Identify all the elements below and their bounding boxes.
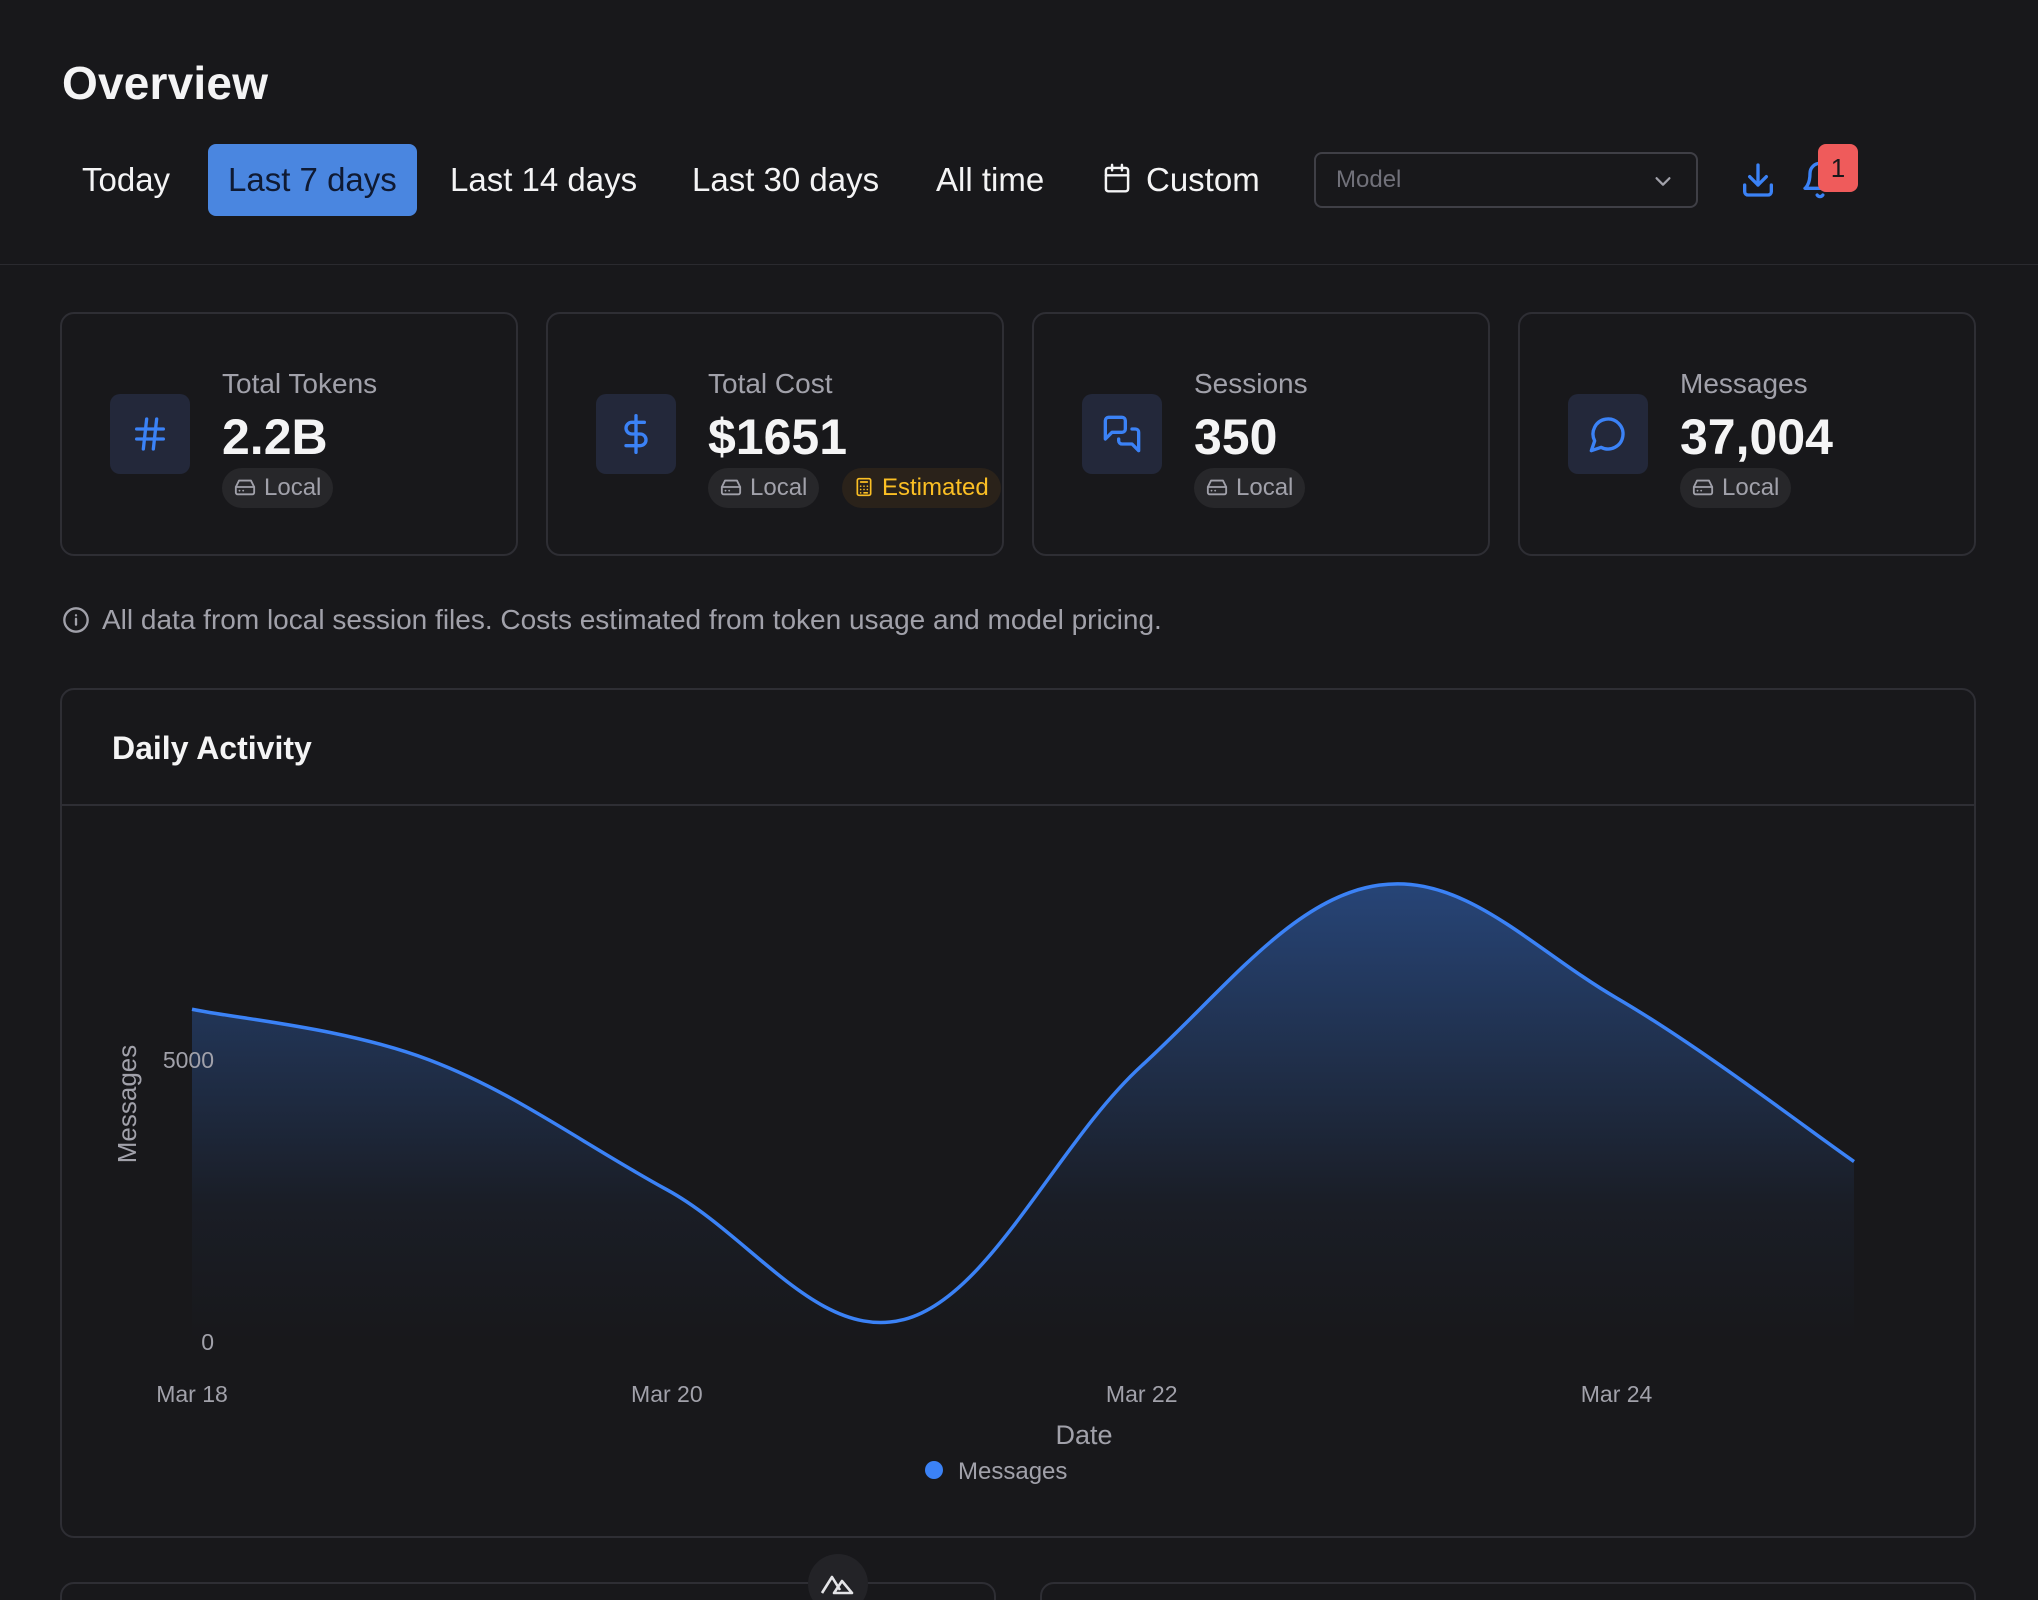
tab-today[interactable]: Today: [62, 144, 190, 216]
info-icon: [63, 606, 89, 633]
local-badge: Local: [1680, 468, 1792, 508]
stat-icon-box: [1568, 394, 1648, 474]
x-tick-label: Mar 22: [1106, 1381, 1178, 1407]
data-point[interactable]: [1611, 992, 1623, 1004]
x-tick-label: Mar 20: [631, 1381, 703, 1407]
stat-card-total-cost: Total Cost $1651 Local Estimated: [546, 312, 1004, 556]
bottom-card-right: [1040, 1582, 1976, 1600]
stat-card-messages: Messages 37,004 Local: [1518, 312, 1976, 556]
info-note-text: All data from local session files. Costs…: [102, 604, 1162, 635]
card-divider: [62, 804, 1974, 806]
stat-label: Total Cost: [708, 368, 833, 399]
tab-last-14-days[interactable]: Last 14 days: [430, 144, 657, 216]
tab-custom-label: Custom: [1146, 161, 1260, 198]
tab-all-time[interactable]: All time: [916, 144, 1064, 216]
hash-icon: [135, 417, 165, 451]
legend-swatch: [925, 1461, 943, 1479]
data-point[interactable]: [661, 1184, 673, 1196]
stat-icon-box: [1082, 394, 1162, 474]
chevron-down-icon: [1655, 177, 1671, 186]
stat-icon-box: [596, 394, 676, 474]
stat-value: $1651: [708, 409, 848, 465]
x-tick-label: Mar 24: [1581, 1381, 1653, 1407]
info-note: All data from local session files. Costs…: [62, 604, 1162, 636]
daily-activity-chart: 0 5000 Mar 18 Mar 20 Mar 22 Mar 24 Date Message…: [112, 879, 1860, 1485]
local-badge-label: Local: [1722, 474, 1780, 501]
bottom-card-left: [60, 1582, 996, 1600]
calendar-icon: [1104, 163, 1130, 193]
tab-custom[interactable]: Custom: [1082, 144, 1280, 216]
y-tick-label: 5000: [163, 1047, 214, 1073]
stat-label: Messages: [1680, 368, 1808, 399]
chat-bubbles-icon: [1103, 415, 1141, 453]
data-point[interactable]: [1136, 1060, 1148, 1072]
daily-activity-card: Daily Activity 0 5000 Mar 18 Mar 20 Mar 22 Ma…: [60, 688, 1976, 1538]
x-axis-label: Date: [1055, 1420, 1112, 1450]
y-tick-label: 0: [201, 1329, 214, 1355]
data-point[interactable]: [898, 1313, 910, 1325]
hard-drive-icon: [1692, 479, 1714, 495]
stat-label: Total Tokens: [222, 368, 378, 399]
local-badge-label: Local: [750, 474, 808, 501]
local-badge: Local: [222, 468, 334, 508]
stat-icon-box: [110, 394, 190, 474]
dollar-icon: [624, 414, 648, 454]
local-badge: Local: [708, 468, 820, 508]
stat-value: 37,004: [1680, 409, 1833, 465]
header: Overview Today Last 7 days Last 14 days …: [0, 0, 2038, 265]
stat-label: Sessions: [1194, 368, 1308, 399]
hard-drive-icon: [234, 479, 256, 495]
data-point[interactable]: [1373, 879, 1385, 891]
page-title: Overview: [62, 57, 269, 109]
tab-last-30-days[interactable]: Last 30 days: [672, 144, 899, 216]
local-badge-label: Local: [264, 474, 322, 501]
data-point[interactable]: [423, 1054, 435, 1066]
stat-value: 350: [1194, 409, 1278, 465]
local-badge: Local: [1194, 468, 1306, 508]
messages-line[interactable]: [191, 882, 1855, 1325]
stat-card-sessions: Sessions 350 Local: [1032, 312, 1490, 556]
local-badge-label: Local: [1236, 474, 1294, 501]
estimated-badge-label: Estimated: [882, 474, 989, 501]
data-point[interactable]: [186, 1003, 198, 1015]
hard-drive-icon: [1206, 479, 1228, 495]
nuxt-logo-icon: [820, 1575, 854, 1595]
download-icon[interactable]: [1738, 160, 1778, 200]
tab-last-14-days-label: Last 14 days: [450, 161, 638, 198]
tab-last-30-days-label: Last 30 days: [692, 161, 880, 198]
data-point[interactable]: [1848, 1156, 1860, 1168]
calculator-icon: [856, 477, 872, 496]
notification-badge: 1: [1818, 144, 1858, 192]
nuxt-devtools-button[interactable]: [808, 1554, 868, 1600]
legend-label: Messages: [958, 1458, 1067, 1485]
hard-drive-icon: [720, 479, 742, 495]
chart-title: Daily Activity: [112, 730, 312, 766]
tab-last-7-days[interactable]: Last 7 days: [208, 144, 417, 216]
tab-today-label: Today: [82, 161, 171, 198]
stat-card-total-tokens: Total Tokens 2.2B Local: [60, 312, 518, 556]
x-tick-label: Mar 18: [156, 1381, 228, 1407]
tab-all-time-label: All time: [936, 161, 1045, 198]
estimated-badge: Estimated: [842, 468, 1001, 508]
message-circle-icon: [1589, 417, 1625, 453]
tab-last-7-days-label: Last 7 days: [228, 161, 397, 198]
model-select[interactable]: Model: [1314, 152, 1698, 208]
messages-area: [192, 883, 1854, 1342]
y-axis-label: Messages: [112, 1045, 142, 1164]
model-select-placeholder: Model: [1336, 166, 1402, 193]
stat-value: 2.2B: [222, 409, 328, 465]
